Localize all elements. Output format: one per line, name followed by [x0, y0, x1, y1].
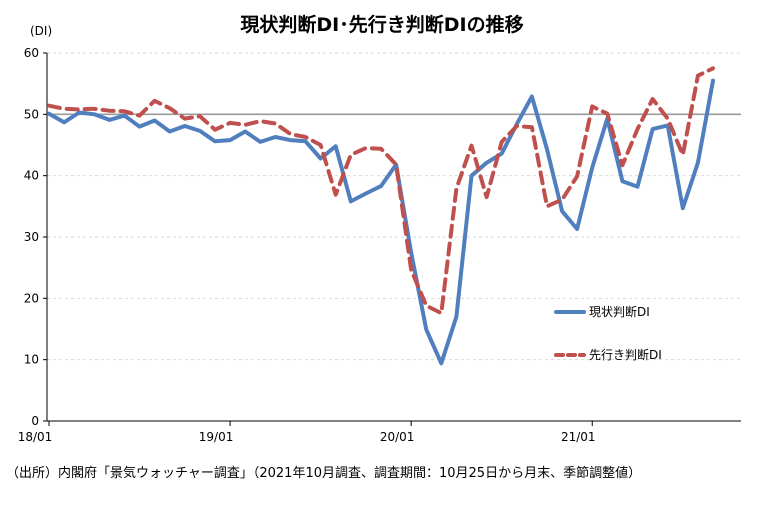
y-tick-label-50: 50: [24, 107, 39, 121]
series-line-outlook: [47, 66, 715, 316]
x-tick-label-3: 21/01: [561, 430, 596, 444]
y-tick-label-60: 60: [24, 46, 39, 60]
legend-label-outlook: 先行き判断DI: [589, 347, 662, 362]
series-line-current: [47, 78, 715, 366]
y-tick-label-40: 40: [24, 169, 39, 183]
y-axis-unit-label: (DI): [30, 24, 53, 38]
legend-label-current: 現状判断DI: [589, 304, 650, 319]
x-tick-label-0: 18/01: [18, 430, 53, 444]
chart-title: 現状判断DI･先行き判断DIの推移: [240, 14, 524, 36]
y-tick-label-30: 30: [24, 230, 39, 244]
y-tick-label-0: 0: [31, 414, 39, 428]
y-tick-label-20: 20: [24, 291, 39, 305]
source-note: （出所）内閣府「景気ウォッチャー調査」（2021年10月調査、調査期間：10月2…: [6, 466, 642, 481]
y-tick-label-10: 10: [24, 353, 39, 367]
x-tick-label-2: 20/01: [380, 430, 415, 444]
x-tick-label-1: 19/01: [199, 430, 234, 444]
